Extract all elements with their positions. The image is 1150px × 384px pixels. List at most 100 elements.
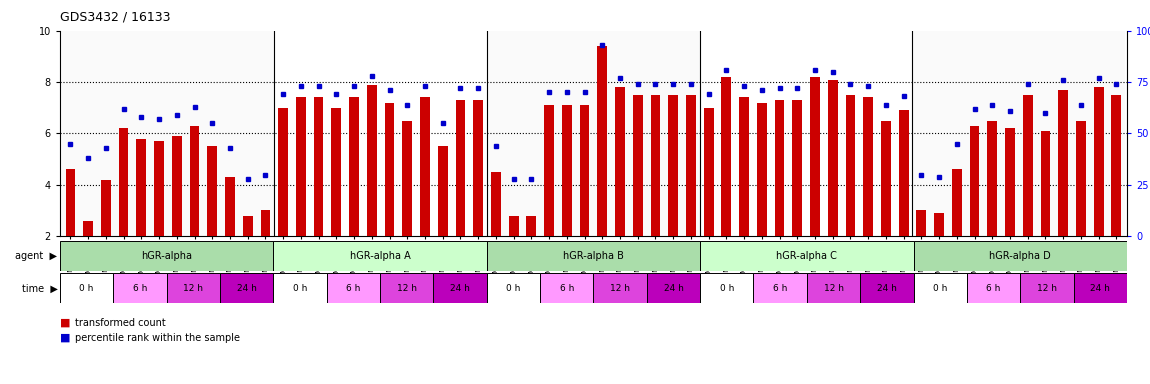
Bar — [632, 95, 643, 236]
Text: hGR-alpha D: hGR-alpha D — [989, 251, 1051, 261]
Bar — [912, 31, 1125, 236]
Bar — [934, 213, 944, 236]
Bar — [988, 121, 997, 236]
Bar — [913, 273, 967, 303]
Bar — [700, 273, 753, 303]
Bar — [969, 126, 980, 236]
Text: ■: ■ — [60, 318, 70, 328]
Text: 12 h: 12 h — [183, 284, 204, 293]
Bar — [402, 121, 412, 236]
Text: hGR-alpha: hGR-alpha — [141, 251, 192, 261]
Bar — [917, 210, 926, 236]
Text: 12 h: 12 h — [611, 284, 630, 293]
Bar — [721, 77, 731, 236]
Bar — [207, 146, 217, 236]
Text: hGR-alpha B: hGR-alpha B — [564, 251, 623, 261]
Text: 6 h: 6 h — [132, 284, 147, 293]
Bar — [314, 98, 323, 236]
Bar — [845, 95, 856, 236]
Bar — [350, 98, 359, 236]
Bar — [434, 273, 486, 303]
Text: time  ▶: time ▶ — [22, 283, 58, 293]
Bar — [486, 241, 700, 271]
Bar — [380, 273, 434, 303]
Text: 12 h: 12 h — [1037, 284, 1057, 293]
Bar — [113, 273, 167, 303]
Bar — [646, 273, 700, 303]
Bar — [775, 100, 784, 236]
Bar — [137, 139, 146, 236]
Text: 24 h: 24 h — [237, 284, 256, 293]
Text: 0 h: 0 h — [720, 284, 734, 293]
Text: 6 h: 6 h — [346, 284, 360, 293]
Bar — [913, 241, 1127, 271]
Bar — [967, 273, 1020, 303]
Bar — [474, 100, 483, 236]
Bar — [274, 273, 327, 303]
Text: 24 h: 24 h — [450, 284, 470, 293]
Bar — [261, 210, 270, 236]
Text: 0 h: 0 h — [79, 284, 93, 293]
Bar — [278, 108, 288, 236]
Text: 0 h: 0 h — [293, 284, 307, 293]
Bar — [1074, 273, 1127, 303]
Text: transformed count: transformed count — [75, 318, 166, 328]
Bar — [699, 31, 912, 236]
Bar — [881, 121, 891, 236]
Bar — [167, 273, 220, 303]
Bar — [172, 136, 182, 236]
Bar — [154, 141, 164, 236]
Bar — [384, 103, 394, 236]
Bar — [60, 241, 274, 271]
Bar — [488, 31, 699, 236]
Bar — [807, 273, 860, 303]
Bar — [486, 273, 540, 303]
Bar — [118, 128, 129, 236]
Bar — [1112, 95, 1121, 236]
Bar — [274, 241, 486, 271]
Bar — [60, 273, 113, 303]
Bar — [562, 105, 572, 236]
Text: 6 h: 6 h — [773, 284, 788, 293]
Bar — [597, 46, 607, 236]
Bar — [593, 273, 646, 303]
Bar — [527, 216, 536, 236]
Bar — [83, 221, 93, 236]
Bar — [615, 87, 624, 236]
Bar — [66, 169, 75, 236]
Text: agent  ▶: agent ▶ — [15, 251, 58, 261]
Bar — [296, 98, 306, 236]
Bar — [899, 110, 909, 236]
Bar — [225, 177, 235, 236]
Bar — [753, 273, 807, 303]
Bar — [668, 95, 678, 236]
Bar — [810, 77, 820, 236]
Bar — [540, 273, 593, 303]
Bar — [1020, 273, 1074, 303]
Bar — [220, 273, 274, 303]
Bar — [860, 273, 913, 303]
Text: 12 h: 12 h — [397, 284, 416, 293]
Bar — [508, 216, 519, 236]
Bar — [455, 100, 466, 236]
Bar — [704, 108, 713, 236]
Bar — [828, 79, 837, 236]
Bar — [420, 98, 430, 236]
Text: percentile rank within the sample: percentile rank within the sample — [75, 333, 239, 343]
Text: hGR-alpha C: hGR-alpha C — [776, 251, 837, 261]
Bar — [544, 105, 554, 236]
Text: 12 h: 12 h — [823, 284, 843, 293]
Bar — [1076, 121, 1086, 236]
Text: 0 h: 0 h — [506, 284, 521, 293]
Bar — [275, 31, 488, 236]
Bar — [1094, 87, 1104, 236]
Bar — [1041, 131, 1050, 236]
Bar — [580, 105, 590, 236]
Bar — [190, 126, 199, 236]
Bar — [952, 169, 961, 236]
Bar — [687, 95, 696, 236]
Bar — [1022, 95, 1033, 236]
Bar — [700, 241, 913, 271]
Bar — [327, 273, 380, 303]
Bar — [491, 172, 500, 236]
